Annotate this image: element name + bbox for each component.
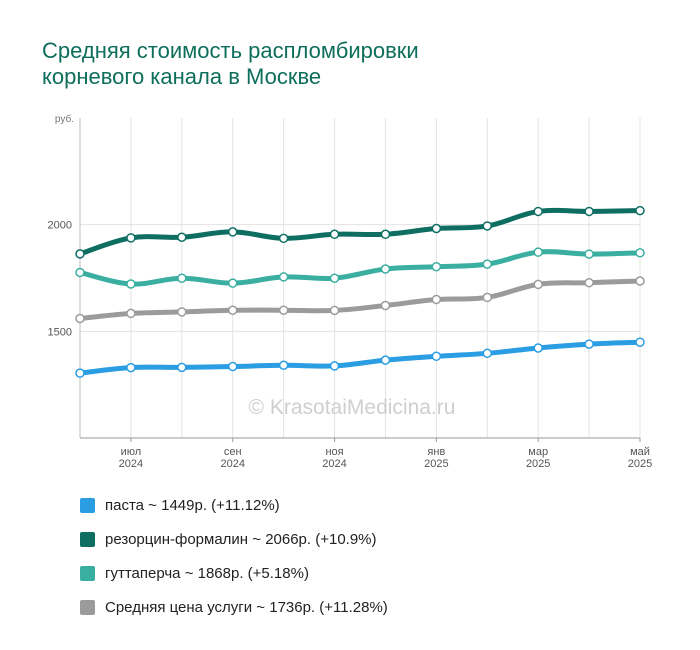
data-point — [329, 229, 340, 240]
data-point — [75, 267, 85, 278]
data-point — [227, 305, 238, 315]
x-tick-label-year: 2024 — [119, 458, 143, 470]
data-point — [227, 278, 238, 288]
data-point — [329, 361, 340, 371]
data-point — [482, 348, 493, 359]
legend-item[interactable]: паста ~ 1449р. (+11.12%) — [80, 488, 388, 522]
chart-title-line-2: корневого канала в Москве — [42, 64, 322, 89]
legend-label: паста ~ 1449р. (+11.12%) — [105, 496, 280, 514]
data-point — [533, 343, 543, 353]
legend-item[interactable]: гуттаперча ~ 1868р. (+5.18%) — [80, 556, 388, 590]
data-point — [227, 227, 238, 237]
data-point — [227, 361, 238, 372]
x-tick-label-month: янв — [427, 446, 445, 458]
legend-label: Средняя цена услуги ~ 1736р. (+11.28%) — [105, 598, 388, 616]
data-point — [75, 249, 85, 259]
data-point — [584, 206, 594, 217]
legend-swatch — [80, 497, 95, 513]
legend-swatch — [80, 531, 95, 547]
x-tick-label-year: 2025 — [628, 458, 652, 470]
data-point — [126, 279, 136, 289]
data-point — [278, 360, 289, 371]
data-point — [177, 362, 187, 373]
data-point — [380, 229, 391, 240]
x-tick-label-month: сен — [224, 446, 242, 458]
data-point — [278, 272, 289, 282]
y-axis-unit-label: руб. — [55, 113, 74, 125]
x-tick-label-year: 2024 — [220, 458, 244, 470]
series-points — [75, 205, 645, 378]
data-point — [126, 308, 136, 319]
data-point — [482, 259, 493, 269]
data-point — [482, 221, 493, 231]
data-point — [635, 337, 645, 347]
data-point — [380, 300, 391, 311]
axes: руб.15002000июл2024сен2024ноя2024янв2025… — [48, 113, 653, 470]
data-point — [75, 313, 85, 324]
y-tick-label: 2000 — [48, 220, 72, 232]
y-tick-label: 1500 — [48, 326, 72, 338]
legend-item[interactable]: резорцин-формалин ~ 2066р. (+10.9%) — [80, 522, 388, 556]
data-point — [482, 292, 493, 303]
data-point — [431, 351, 442, 362]
watermark: © KrasotaiMedicina.ru — [249, 396, 456, 419]
data-point — [380, 264, 391, 274]
series-line-3 — [77, 278, 643, 322]
series-line-1 — [77, 207, 643, 257]
x-tick-label-year: 2024 — [322, 458, 346, 470]
data-point — [329, 305, 340, 316]
data-point — [584, 339, 594, 349]
x-tick-label-month: июл — [121, 446, 142, 458]
data-point — [635, 205, 645, 216]
data-point — [533, 206, 543, 217]
data-point — [533, 279, 543, 290]
data-point — [635, 248, 645, 258]
legend-swatch — [80, 565, 95, 581]
legend: паста ~ 1449р. (+11.12%) резорцин-формали… — [80, 488, 388, 624]
data-point — [533, 247, 543, 257]
data-point — [584, 277, 594, 288]
legend-label: резорцин-формалин ~ 2066р. (+10.9%) — [105, 530, 377, 548]
x-tick-label-month: мар — [528, 446, 548, 458]
x-tick-label-month: май — [630, 446, 650, 458]
data-point — [177, 307, 187, 317]
line-chart: © KrasotaiMedicina.ru руб.15002000июл202… — [48, 113, 653, 470]
data-point — [278, 233, 289, 244]
data-point — [584, 249, 594, 259]
chart-title-line-1: Средняя стоимость распломбировки — [42, 38, 419, 63]
data-point — [126, 362, 136, 373]
legend-label: гуттаперча ~ 1868р. (+5.18%) — [105, 564, 309, 582]
data-point — [329, 273, 340, 283]
legend-item[interactable]: Средняя цена услуги ~ 1736р. (+11.28%) — [80, 590, 388, 624]
x-tick-label-month: ноя — [325, 446, 343, 458]
data-point — [177, 232, 187, 243]
data-point — [431, 261, 442, 272]
data-point — [278, 305, 289, 315]
data-point — [75, 368, 85, 378]
data-point — [380, 355, 391, 365]
series-lines — [77, 207, 643, 376]
data-point — [126, 233, 136, 243]
chart-title: Средняя стоимость распломбировки корнево… — [42, 38, 419, 90]
x-tick-label-year: 2025 — [424, 458, 448, 470]
series-line-2 — [77, 249, 643, 287]
series-line-0 — [77, 339, 643, 376]
data-point — [635, 276, 645, 286]
data-point — [177, 273, 187, 283]
data-point — [431, 294, 442, 305]
data-point — [431, 223, 442, 234]
x-tick-label-year: 2025 — [526, 458, 550, 470]
legend-swatch — [80, 599, 95, 615]
